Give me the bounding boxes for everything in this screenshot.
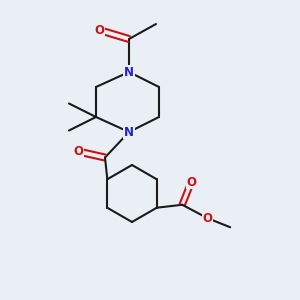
Text: N: N: [124, 125, 134, 139]
Text: O: O: [73, 145, 83, 158]
Text: O: O: [203, 212, 213, 225]
Text: O: O: [186, 176, 196, 189]
Text: N: N: [124, 65, 134, 79]
Text: O: O: [94, 23, 104, 37]
